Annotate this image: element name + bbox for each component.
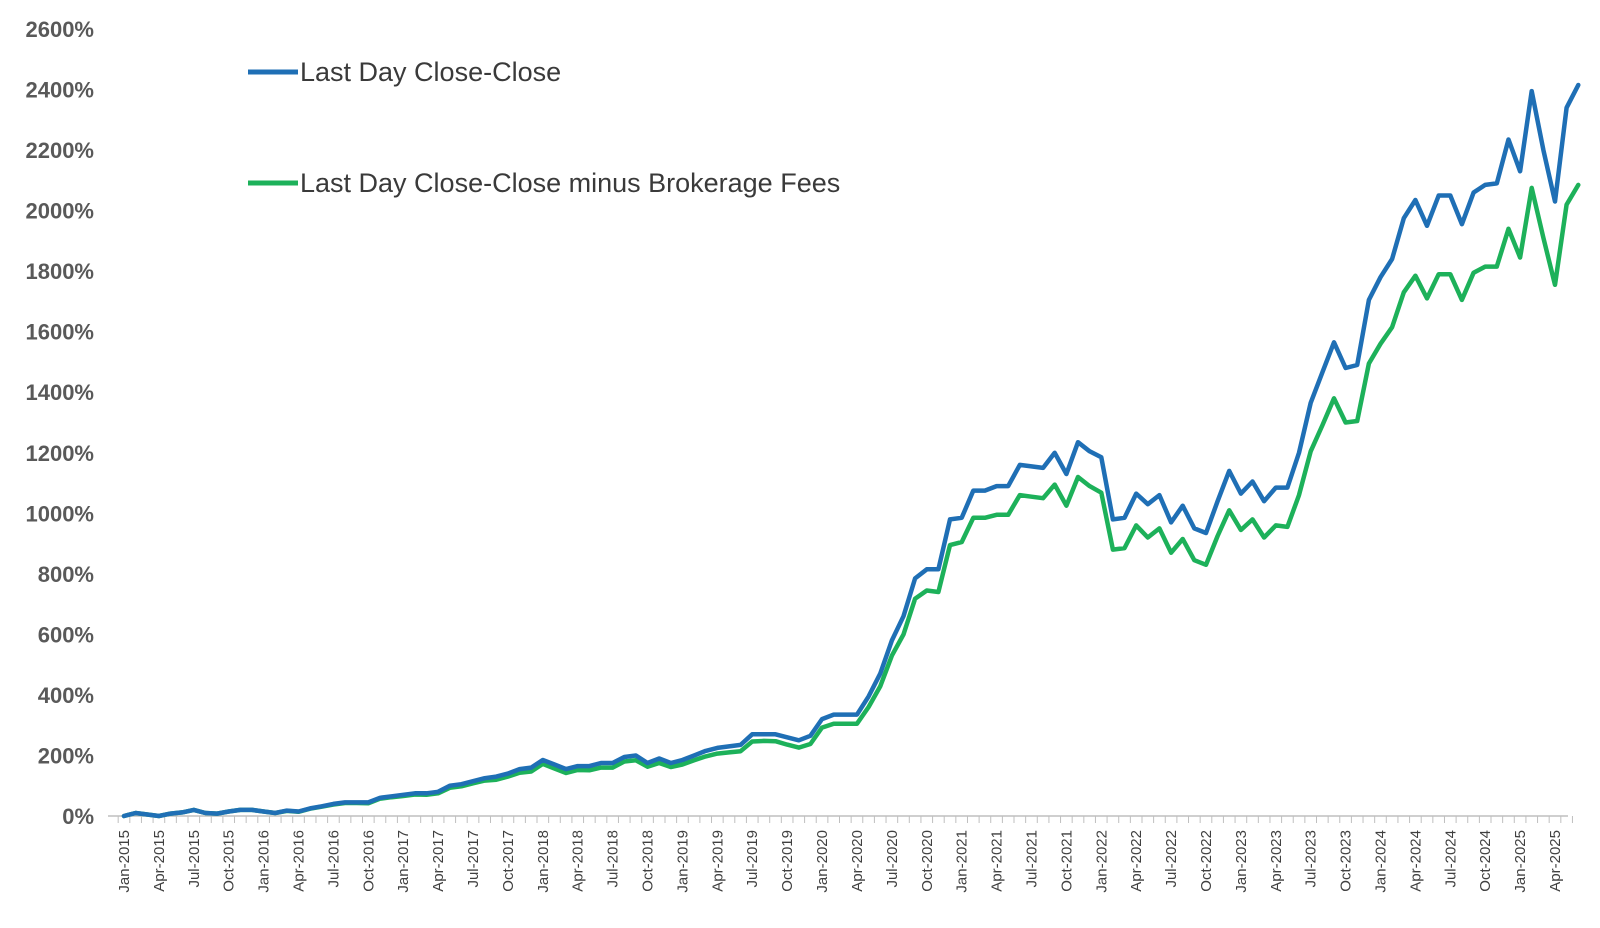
x-tick-label: Oct-2019 xyxy=(779,830,796,892)
x-tick-label: Oct-2016 xyxy=(360,830,377,892)
x-tick-label: Oct-2018 xyxy=(640,830,657,892)
x-tick-label: Oct-2017 xyxy=(500,830,517,892)
x-tick-label: Apr-2018 xyxy=(570,830,587,892)
x-tick-label: Jan-2025 xyxy=(1512,830,1529,893)
x-tick-label: Apr-2025 xyxy=(1547,830,1564,892)
x-tick-label: Apr-2020 xyxy=(849,830,866,892)
x-tick-label: Jul-2024 xyxy=(1442,830,1459,888)
series-line-1 xyxy=(121,82,1581,819)
x-tick-label: Oct-2021 xyxy=(1058,830,1075,892)
y-tick-label: 2400% xyxy=(25,78,94,103)
x-tick-label: Oct-2023 xyxy=(1338,830,1355,892)
series-lines xyxy=(121,82,1581,819)
x-tick-label: Jan-2019 xyxy=(674,830,691,893)
y-tick-label: 200% xyxy=(38,743,94,768)
legend-label-series-2: Last Day Close-Close minus Brokerage Fee… xyxy=(300,168,840,198)
y-tick-label: 1600% xyxy=(25,320,94,345)
x-tick-label: Jul-2021 xyxy=(1023,830,1040,888)
x-tick-label: Jul-2015 xyxy=(186,830,203,888)
y-tick-label: 0% xyxy=(62,804,94,829)
legend: Last Day Close-Close Last Day Close-Clos… xyxy=(248,57,840,198)
y-tick-label: 1800% xyxy=(25,259,94,284)
x-tick-label: Apr-2022 xyxy=(1128,830,1145,892)
y-tick-label: 1000% xyxy=(25,501,94,526)
y-tick-label: 1400% xyxy=(25,380,94,405)
y-axis: 0% 200% 400% 600% 800% 1000% 1200% 1400% 1600% 18… xyxy=(25,17,94,829)
x-tick-label: Jul-2016 xyxy=(325,830,342,888)
x-tick-label: Jan-2018 xyxy=(535,830,552,893)
x-tick-label: Jan-2022 xyxy=(1093,830,1110,893)
x-tick-label: Oct-2020 xyxy=(919,830,936,892)
y-tick-label: 2000% xyxy=(25,199,94,224)
y-tick-label: 600% xyxy=(38,622,94,647)
x-tick-label: Apr-2019 xyxy=(709,830,726,892)
x-tick-label: Apr-2021 xyxy=(989,830,1006,892)
x-tick-label: Jul-2017 xyxy=(465,830,482,888)
x-tick-label: Apr-2023 xyxy=(1268,830,1285,892)
x-axis: Jan-2015 Apr-2015 Jul-2015 Oct-2015 Jan-2016… xyxy=(108,815,1573,893)
x-tick-label: Jan-2015 xyxy=(116,830,133,893)
x-tick-label: Jul-2018 xyxy=(605,830,622,888)
series-line-2 xyxy=(121,182,1581,819)
y-tick-label: 400% xyxy=(38,683,94,708)
y-tick-label: 2200% xyxy=(25,138,94,163)
x-tick-label: Apr-2024 xyxy=(1407,830,1424,892)
x-tick-label: Jan-2024 xyxy=(1372,830,1389,893)
x-tick-label: Jan-2017 xyxy=(395,830,412,893)
x-tick-label: Oct-2015 xyxy=(221,830,238,892)
y-tick-label: 800% xyxy=(38,562,94,587)
legend-label-series-1: Last Day Close-Close xyxy=(300,57,561,87)
x-tick-label: Jul-2019 xyxy=(744,830,761,888)
y-tick-label: 1200% xyxy=(25,441,94,466)
x-tick-label: Jan-2023 xyxy=(1233,830,1250,893)
x-tick-label: Oct-2024 xyxy=(1477,830,1494,892)
x-tick-label: Jan-2016 xyxy=(256,830,273,893)
x-tick-label: Jul-2020 xyxy=(884,830,901,888)
x-tick-label: Jan-2021 xyxy=(954,830,971,893)
y-tick-label: 2600% xyxy=(25,17,94,42)
x-tick-label: Jul-2023 xyxy=(1303,830,1320,888)
x-tick-label: Jul-2022 xyxy=(1163,830,1180,888)
x-tick-label: Oct-2022 xyxy=(1198,830,1215,892)
x-tick-label: Apr-2016 xyxy=(291,830,308,892)
x-tick-label: Jan-2020 xyxy=(814,830,831,893)
x-tick-label: Apr-2015 xyxy=(151,830,168,892)
x-tick-label: Apr-2017 xyxy=(430,830,447,892)
